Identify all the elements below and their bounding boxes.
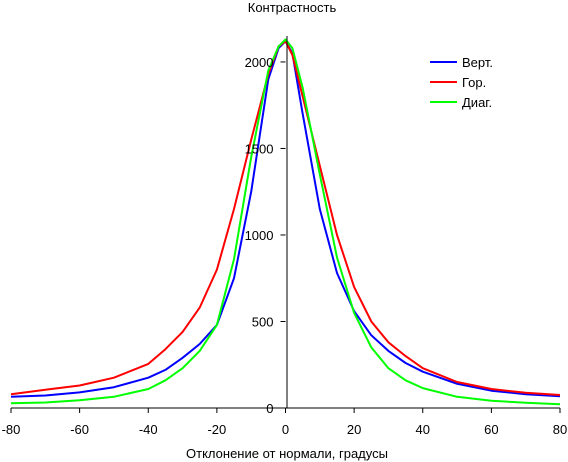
legend-label-1: Гор. <box>462 75 486 90</box>
legend: Верт. Гор. Диаг. <box>430 55 493 110</box>
series-line-1 <box>10 40 561 396</box>
x-tick-label: -60 <box>70 422 89 437</box>
series-layer <box>10 38 561 406</box>
x-tick-label: 60 <box>484 422 498 437</box>
x-ticks: -80 -60 -40 -20 0 20 40 60 80 <box>2 408 567 437</box>
y-tick-label: 1000 <box>245 228 274 243</box>
legend-label-2: Диаг. <box>462 95 492 110</box>
x-tick-label: 20 <box>347 422 361 437</box>
y-ticks: 0 500 1000 1500 2000 <box>245 55 286 416</box>
x-tick-label: 40 <box>416 422 430 437</box>
x-tick-label: 0 <box>282 422 289 437</box>
x-tick-label: -40 <box>139 422 158 437</box>
x-axis-label: Отклонение от нормали, градусы <box>186 446 388 461</box>
y-tick-label: 500 <box>252 314 274 329</box>
legend-label-0: Верт. <box>462 55 493 70</box>
series-line-2 <box>10 38 561 406</box>
x-tick-label: -20 <box>207 422 226 437</box>
y-tick-label: 2000 <box>245 55 274 70</box>
y-tick-label: 0 <box>266 401 273 416</box>
x-tick-label: -80 <box>2 422 21 437</box>
y-tick-label: 1500 <box>245 141 274 156</box>
chart-title: Контрастность <box>248 0 337 15</box>
x-tick-label: 80 <box>553 422 567 437</box>
